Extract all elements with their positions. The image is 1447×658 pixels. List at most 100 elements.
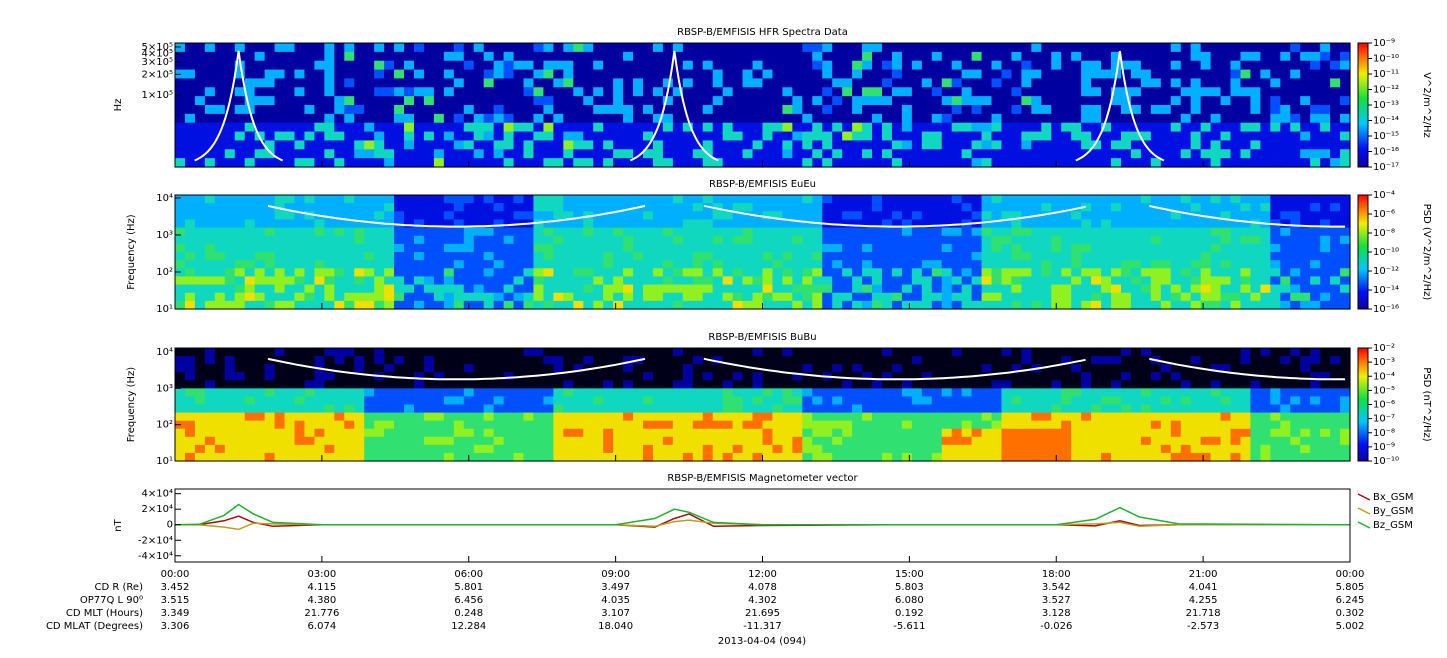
spectrogram-cell bbox=[1240, 364, 1252, 373]
spectrogram-cell bbox=[344, 78, 355, 88]
spectrogram-cell bbox=[1340, 235, 1351, 245]
spectrogram-cell bbox=[931, 43, 943, 53]
spectrogram-cell bbox=[891, 195, 903, 204]
spectrogram-cell bbox=[832, 105, 843, 115]
spectrogram-cell bbox=[911, 356, 923, 365]
spectrogram-cell bbox=[314, 60, 325, 71]
spectrogram-cell bbox=[1280, 60, 1291, 71]
spectrogram-cell bbox=[643, 252, 654, 261]
spectrogram-cell bbox=[533, 380, 545, 389]
spectrogram-cell bbox=[991, 292, 1003, 302]
spectrogram-cell bbox=[662, 227, 674, 237]
spectrogram-cell bbox=[1170, 43, 1182, 53]
spectrogram-cell bbox=[453, 211, 465, 221]
spectrogram-cell bbox=[583, 235, 594, 245]
spectrogram-cell bbox=[274, 235, 286, 245]
spectrogram-cell bbox=[563, 78, 574, 88]
spectrogram-cell bbox=[204, 292, 216, 302]
spectrogram-cell bbox=[603, 105, 614, 115]
spectrogram-cell bbox=[832, 96, 843, 106]
spectrogram-cell bbox=[1130, 436, 1142, 446]
spectrogram-cell bbox=[1280, 140, 1291, 150]
spectrogram-cell bbox=[413, 452, 425, 462]
spectrogram-cell bbox=[792, 60, 803, 71]
spectrogram-cell bbox=[443, 428, 455, 438]
spectrogram-cell bbox=[244, 276, 256, 286]
spectrogram-cell bbox=[672, 284, 684, 294]
spectrogram-cell bbox=[1001, 284, 1013, 294]
spectrogram-cell bbox=[204, 131, 216, 142]
spectrogram-cell bbox=[991, 43, 1003, 53]
spectrogram-cell bbox=[603, 444, 614, 454]
spectrogram-cell bbox=[1230, 380, 1242, 389]
spectrogram-cell bbox=[463, 348, 475, 357]
spectrogram-cell bbox=[852, 96, 863, 106]
spectrogram-cell bbox=[513, 252, 525, 261]
spectrogram-cell bbox=[473, 436, 485, 446]
spectrogram-cell bbox=[881, 69, 893, 80]
spectrogram-cell bbox=[1200, 149, 1212, 159]
spectrogram-cell bbox=[1011, 78, 1022, 88]
spectrogram-cell bbox=[423, 436, 435, 446]
spectrogram-cell bbox=[1061, 78, 1072, 88]
spectrogram-cell bbox=[224, 140, 236, 150]
spectrogram-cell bbox=[284, 372, 296, 381]
spectrogram-cell bbox=[433, 396, 445, 406]
spectrogram-cell bbox=[1220, 276, 1232, 286]
spectrogram-cell bbox=[1130, 51, 1142, 62]
spectrogram-cell bbox=[453, 412, 465, 422]
spectrogram-cell bbox=[692, 96, 704, 106]
spectrogram-cell bbox=[493, 43, 505, 53]
spectrogram-cell bbox=[1120, 211, 1132, 221]
spectrogram-cell bbox=[1230, 300, 1242, 310]
spectrogram-cell bbox=[334, 388, 345, 398]
spectrogram-cell bbox=[1140, 276, 1152, 286]
spectrogram-cell bbox=[742, 260, 754, 269]
spectrogram-cell bbox=[433, 348, 445, 357]
spectrogram-cell bbox=[752, 428, 764, 438]
spectrogram-cell bbox=[921, 43, 933, 53]
spectrogram-cell bbox=[364, 51, 375, 62]
spectrogram-cell bbox=[652, 105, 664, 115]
spectrogram-cell bbox=[463, 364, 475, 373]
spectrogram-cell bbox=[1300, 235, 1311, 245]
spectrogram-cell bbox=[603, 436, 614, 446]
spectrogram-cell bbox=[583, 140, 594, 150]
spectrogram-cell bbox=[344, 268, 355, 278]
spectrogram-cell bbox=[443, 396, 455, 406]
spectrogram-cell bbox=[732, 243, 744, 253]
spectrogram-cell bbox=[1270, 276, 1281, 286]
spectrogram-cell bbox=[264, 227, 276, 237]
spectrogram-cell bbox=[184, 260, 196, 269]
spectrogram-cell bbox=[224, 284, 236, 294]
spectrogram-cell bbox=[234, 444, 246, 454]
spectrogram-cell bbox=[981, 364, 993, 373]
spectrogram-cell bbox=[324, 113, 335, 124]
spectrogram-cell bbox=[1230, 96, 1242, 106]
spectrogram-cell bbox=[334, 292, 345, 302]
spectrogram-cell bbox=[334, 105, 345, 115]
spectrogram-cell bbox=[473, 348, 485, 357]
spectrogram-cell bbox=[1260, 268, 1271, 278]
spectrogram-cell bbox=[732, 78, 744, 88]
spectrogram-cell bbox=[971, 227, 983, 237]
spectrogram-cell bbox=[593, 43, 604, 53]
spectrogram-cell bbox=[1041, 452, 1052, 462]
spectrogram-cell bbox=[1180, 227, 1192, 237]
spectrogram-cell bbox=[1340, 131, 1351, 142]
spectrogram-cell bbox=[344, 276, 355, 286]
spectrogram-cell bbox=[872, 211, 883, 221]
spectrogram-cell bbox=[832, 43, 843, 53]
spectrogram-cell bbox=[1220, 372, 1232, 381]
spectrogram-cell bbox=[722, 268, 734, 278]
spectrogram-cell bbox=[981, 227, 993, 237]
spectrogram-cell bbox=[503, 260, 515, 269]
spectrogram-cell bbox=[951, 43, 963, 53]
spectrogram-cell bbox=[782, 105, 793, 115]
spectrogram-cell bbox=[1130, 227, 1142, 237]
spectrogram-cell bbox=[1330, 78, 1341, 88]
spectrogram-cell bbox=[423, 292, 435, 302]
spectrogram-cell bbox=[1170, 149, 1182, 159]
spectrogram-cell bbox=[264, 404, 276, 414]
spectrogram-cell bbox=[533, 235, 545, 245]
